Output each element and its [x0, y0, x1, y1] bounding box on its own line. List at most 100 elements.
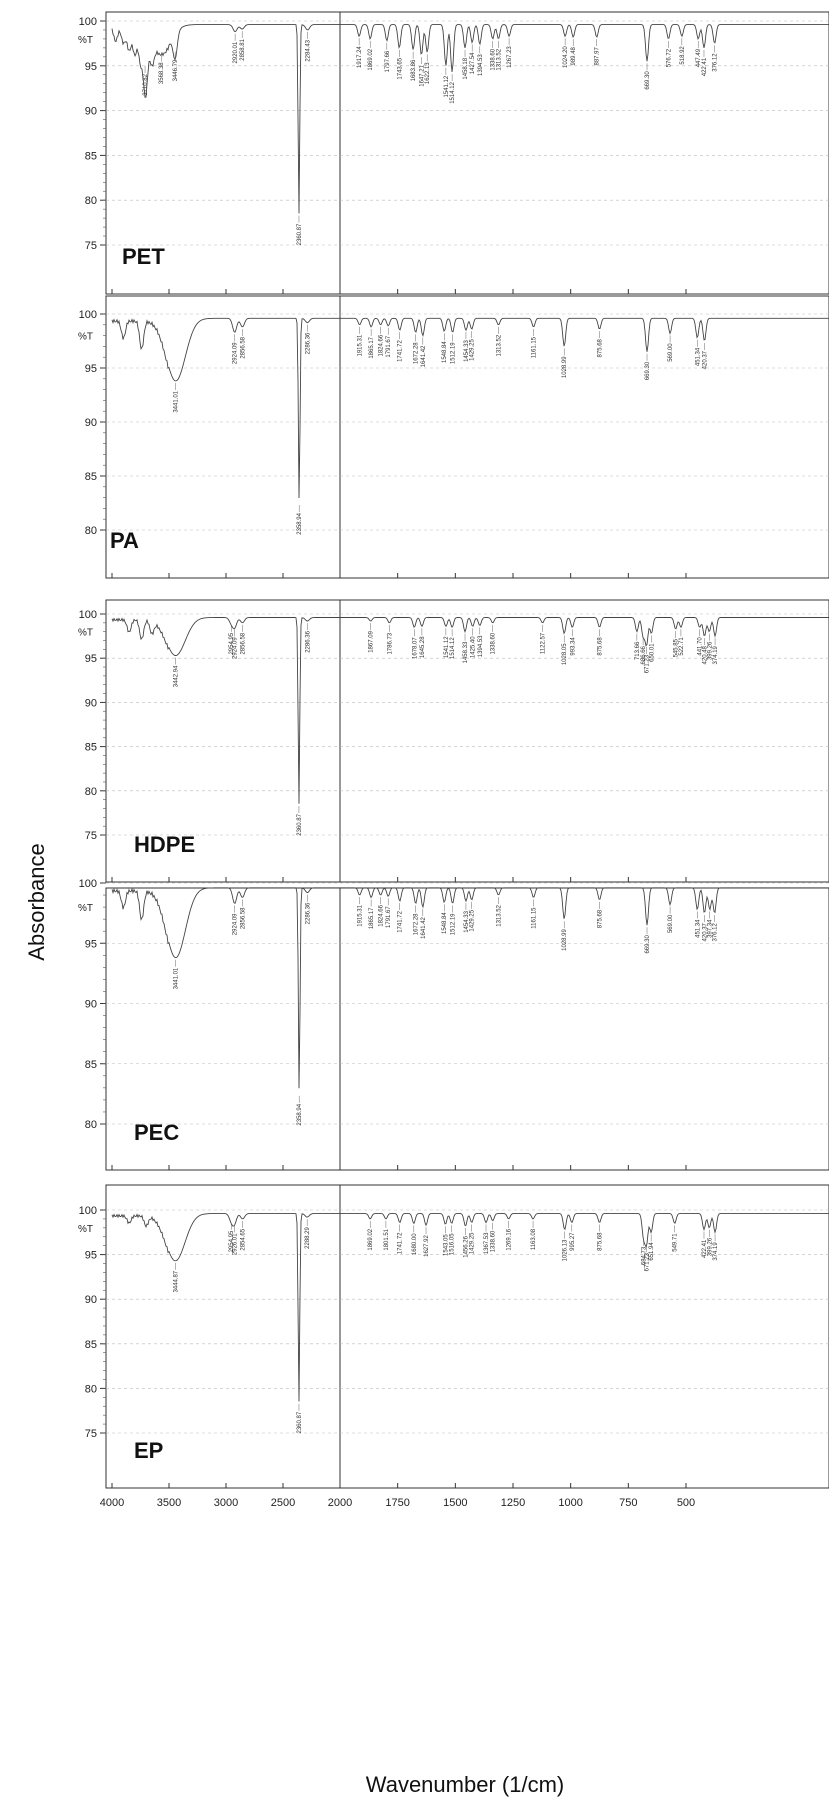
peak-label: 1458.33	[463, 641, 469, 663]
peak-label: 669.30	[645, 71, 651, 90]
panel-pec: 100 95 90 85 80 %T 3441.01 2924.09 2856.58 2358.9…	[78, 878, 829, 1171]
y-tick-label: 85	[85, 742, 97, 754]
peak-label: 875.68	[598, 637, 604, 656]
peak-label: 2288.29	[305, 1226, 311, 1248]
peak-label: 397.34	[708, 919, 714, 938]
peak-label: 3441.01	[174, 390, 180, 412]
y-tick-label: 80	[85, 1383, 97, 1395]
y-tick-label: 95	[85, 938, 97, 950]
panel-name: HDPE	[134, 832, 195, 857]
peak-label: 1641.42	[421, 345, 427, 367]
peak-label: 1869.02	[368, 1228, 374, 1250]
y-tick-label: 75	[85, 1428, 97, 1440]
panels-group: 100 95 90 85 80 75 %T 3568.38 3446.79 3710.82 2920…	[78, 11, 829, 1509]
peak-label: 1680.00	[412, 1233, 418, 1255]
peak-label: 993.34	[570, 637, 576, 656]
peak-label: 2360.87	[297, 813, 303, 835]
peak-label: 3441.01	[174, 967, 180, 989]
x-tick-label: 500	[677, 1497, 695, 1509]
spectrum-line	[111, 617, 829, 804]
panel-frame	[105, 11, 829, 295]
peak-label: 1394.53	[478, 54, 484, 76]
peak-label: 1313.52	[496, 904, 502, 926]
peak-label: 1458.18	[463, 57, 469, 79]
peak-label: 376.12	[713, 53, 719, 72]
unit-label: %T	[78, 35, 93, 46]
peak-label: 2856.58	[240, 907, 246, 929]
peak-label: 1797.66	[385, 50, 391, 72]
y-tick-label: 85	[85, 471, 97, 483]
peak-label: 651.94	[649, 1242, 655, 1261]
peak-label: 1024.20	[563, 46, 569, 68]
peak-label: 1514.12	[450, 81, 456, 103]
panel-frame	[105, 295, 829, 579]
peak-label: 376.12	[713, 922, 719, 941]
peak-label: 1824.66	[379, 334, 385, 356]
x-tick-label: 2500	[271, 1497, 295, 1509]
peak-label: 995.27	[570, 1232, 576, 1251]
peak-label: 1627.92	[424, 1235, 430, 1257]
x-tick-label: 750	[619, 1497, 637, 1509]
panel-name: PEC	[134, 1120, 179, 1145]
x-tick-label: 1250	[501, 1497, 525, 1509]
panel-name: PET	[122, 244, 165, 269]
peak-label: 2360.87	[297, 1411, 303, 1433]
peak-label: 2924.09	[233, 342, 239, 364]
peak-label: 1161.15	[532, 336, 538, 358]
y-tick-label: 100	[79, 309, 97, 321]
peak-label: 1791.67	[386, 906, 392, 928]
x-tick-label: 1000	[558, 1497, 582, 1509]
peak-label: 1454.33	[464, 340, 470, 362]
peak-label: 2920.01	[233, 41, 239, 63]
peak-label: 1791.67	[386, 335, 392, 357]
y-tick-label: 85	[85, 150, 97, 162]
y-tick-label: 80	[85, 525, 97, 537]
y-tick-label: 90	[85, 417, 97, 429]
peak-label: 1541.12	[444, 636, 450, 658]
peak-label: 2358.94	[297, 512, 303, 534]
peak-label: 549.71	[673, 1233, 679, 1252]
spectrum-line	[111, 24, 829, 214]
peak-label: 3446.79	[173, 59, 179, 81]
peak-label: 2286.36	[305, 630, 311, 652]
peak-label: 2856.58	[240, 336, 246, 358]
y-tick-label: 75	[85, 830, 97, 842]
x-tick-label: 4000	[100, 1497, 124, 1509]
peak-label: 1429.25	[470, 909, 476, 931]
y-tick-label: 100	[79, 1205, 97, 1217]
panel-pa: 100 95 90 85 80 %T 3441.01 2924.09 2856.58 2358.9…	[78, 295, 829, 579]
y-tick-label: 90	[85, 999, 97, 1011]
panel-ep: 100 95 90 85 80 75 %T 4000 3500 3000 2500 2000 1750 1…	[78, 1184, 829, 1509]
peak-label: 1683.86	[411, 59, 417, 81]
peak-label: 518.92	[680, 46, 686, 65]
peak-label: 1267.23	[507, 46, 513, 68]
peak-label: 1028.99	[562, 929, 568, 951]
peak-label: 1512.19	[451, 342, 457, 364]
peak-label: 1915.31	[358, 334, 364, 356]
y-tick-label: 100	[79, 878, 97, 890]
peak-label: 671.23	[645, 1252, 651, 1271]
peak-label: 422.41	[702, 57, 708, 76]
x-tick-label: 3500	[157, 1497, 181, 1509]
peak-label: 1743.65	[397, 57, 403, 79]
y-tick-label: 80	[85, 195, 97, 207]
x-tick-label: 1750	[385, 1497, 409, 1509]
peak-label: 545.85	[674, 638, 680, 657]
peak-label: 2954.95	[229, 632, 235, 654]
y-tick-label: 100	[79, 609, 97, 621]
peak-label: 422.41	[702, 1239, 708, 1258]
peak-label: 1122.57	[541, 632, 547, 654]
peak-label: 2924.09	[233, 637, 239, 659]
peak-label: 1741.72	[398, 910, 404, 932]
peak-label: 420.37	[702, 922, 708, 941]
peak-label: 2858.81	[240, 38, 246, 60]
peak-label: 1786.73	[387, 632, 393, 654]
peak-label: 420.48	[702, 645, 708, 664]
peak-label: 2358.94	[297, 1103, 303, 1125]
y-tick-label: 85	[85, 1339, 97, 1351]
peak-label: 1548.84	[442, 341, 448, 363]
peak-label: 1516.05	[450, 1233, 456, 1255]
y-tick-label: 75	[85, 240, 97, 252]
